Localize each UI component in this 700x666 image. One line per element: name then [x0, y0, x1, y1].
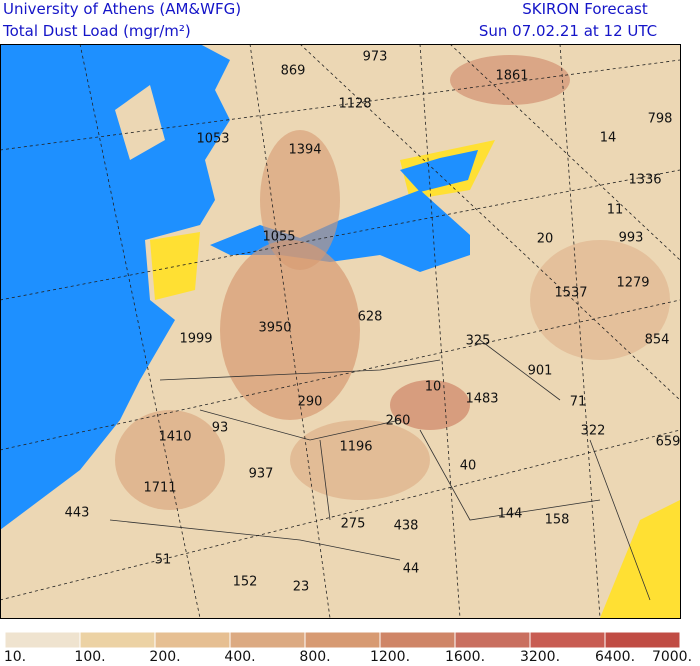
map-label: 322	[581, 424, 606, 439]
legend-label: 3200.	[520, 649, 560, 662]
map	[0, 44, 680, 618]
map-label: 438	[394, 519, 419, 534]
map-label: 1410	[158, 430, 191, 445]
map-label: 1537	[554, 286, 587, 301]
valid-time: Sun 07.02.21 at 12 UTC	[479, 22, 657, 40]
legend-label: 10.	[4, 649, 26, 662]
map-label: 1128	[338, 97, 371, 112]
map-label: 1279	[616, 276, 649, 291]
legend-label: 6400.	[595, 649, 635, 662]
map-label: 854	[645, 333, 670, 348]
map-label: 51	[155, 553, 172, 568]
legend-label: 400.	[224, 649, 255, 662]
map-label: 443	[65, 506, 90, 521]
map-label: 93	[212, 421, 229, 436]
legend-label: 200.	[149, 649, 180, 662]
map-label: 23	[293, 580, 310, 595]
map-label: 659	[656, 435, 681, 450]
legend-swatch	[529, 631, 606, 649]
legend-label: 7000.	[652, 649, 692, 662]
map-label: 901	[528, 364, 553, 379]
map-label: 798	[648, 112, 673, 127]
map-label: 10	[425, 380, 442, 395]
map-label: 152	[233, 575, 258, 590]
map-label: 144	[498, 507, 523, 522]
legend-swatch	[604, 631, 681, 649]
map-label: 3950	[258, 321, 291, 336]
map-label: 1196	[339, 440, 372, 455]
map-label: 1336	[628, 173, 661, 188]
map-label: 937	[249, 467, 274, 482]
map-label: 11	[607, 203, 624, 218]
legend-label: 1200.	[370, 649, 410, 662]
map-label: 14	[600, 131, 617, 146]
legend-swatch	[379, 631, 456, 649]
map-label: 1055	[262, 230, 295, 245]
legend-swatch	[4, 631, 81, 649]
legend-swatch	[304, 631, 381, 649]
map-label: 325	[466, 334, 491, 349]
legend-label: 800.	[299, 649, 330, 662]
map-label: 1999	[179, 332, 212, 347]
legend-label: 100.	[74, 649, 105, 662]
legend-swatch	[454, 631, 531, 649]
map-label: 290	[298, 395, 323, 410]
institution: University of Athens (AM&WFG)	[3, 0, 241, 18]
map-label: 260	[386, 414, 411, 429]
map-label: 628	[358, 310, 383, 325]
map-label: 40	[460, 459, 477, 474]
legend-swatch	[229, 631, 306, 649]
quantity: Total Dust Load (mgr/m²)	[2, 22, 191, 40]
map-label: 1861	[495, 69, 528, 84]
map-label: 1053	[196, 132, 229, 147]
map-label: 1394	[288, 143, 321, 158]
map-label: 275	[341, 517, 366, 532]
legend-label: 1600.	[445, 649, 485, 662]
legend-swatch	[79, 631, 156, 649]
map-label: 44	[403, 562, 420, 577]
model: SKIRON Forecast	[522, 0, 648, 18]
map-label: 20	[537, 232, 554, 247]
map-label: 993	[619, 231, 644, 246]
map-label: 71	[570, 395, 587, 410]
map-frame	[0, 44, 681, 619]
map-label: 158	[545, 513, 570, 528]
map-label: 1711	[143, 481, 176, 496]
map-label: 869	[281, 64, 306, 79]
legend-swatch	[154, 631, 231, 649]
map-label: 973	[363, 50, 388, 65]
map-label: 1483	[465, 392, 498, 407]
